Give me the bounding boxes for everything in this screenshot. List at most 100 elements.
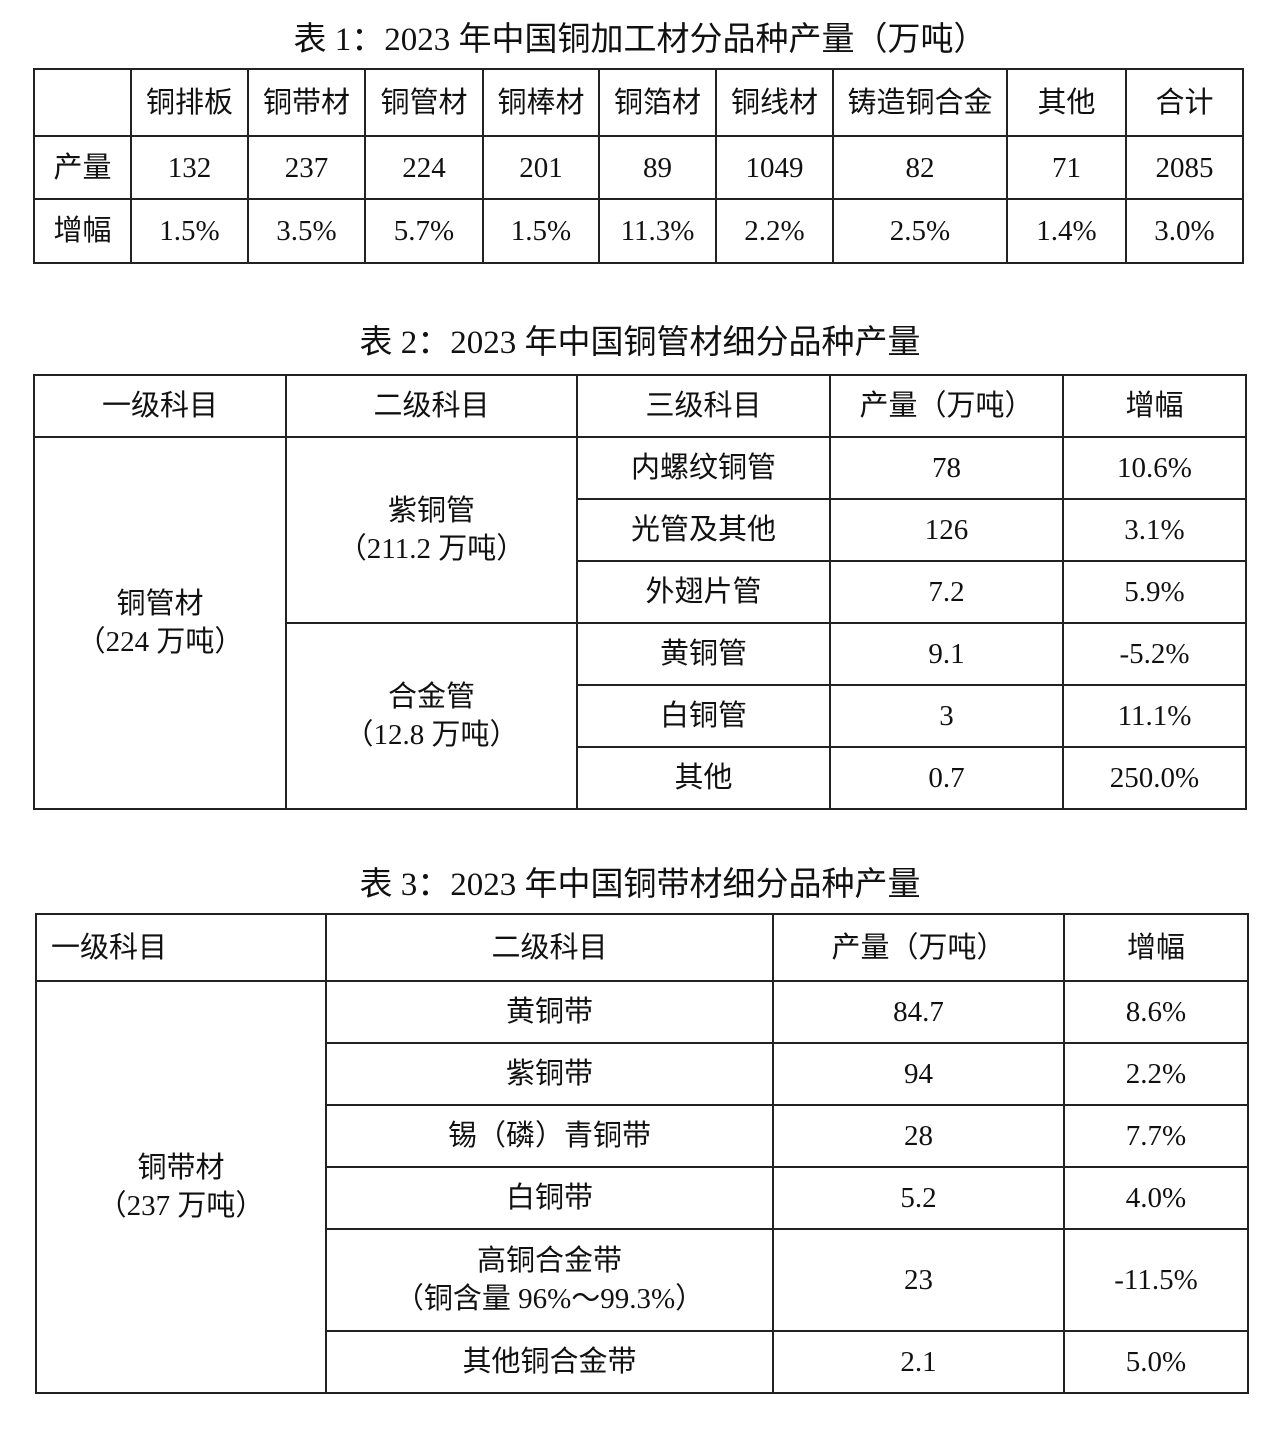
level2-cell: 锡（磷）青铜带 [325, 1104, 774, 1168]
table2-title: 表 2：2023 年中国铜管材细分品种产量 [359, 325, 921, 361]
table-row: 增幅 1.5% 3.5% 5.7% 1.5% 11.3% 2.2% 2.5% 1.4% 3.0% [33, 198, 1244, 264]
cell-text: 铜管材 [116, 588, 204, 620]
table-cell: 5.0% [1063, 1330, 1249, 1394]
table-cell: 5.2 [772, 1166, 1065, 1230]
table-cell: 237 [247, 135, 366, 200]
table-cell: 82 [832, 135, 1008, 200]
table-cell: 4.0% [1063, 1166, 1249, 1230]
row-label: 产量 [33, 135, 132, 200]
table-row: 光管及其他 126 3.1% [34, 498, 1247, 562]
table-cell: 5.7% [364, 198, 484, 264]
table-cell: 2.5% [832, 198, 1008, 264]
table-cell: 8.6% [1063, 980, 1249, 1044]
table-row: 高铜合金带 （铜含量 96%～99.3%） 23 -11.5% [36, 1228, 1249, 1332]
table-cell: 内螺纹铜管 [576, 436, 831, 500]
level2-cell: 合金管 （12.8 万吨） [285, 622, 578, 810]
column-header [33, 68, 132, 137]
table-cell: -11.5% [1063, 1228, 1249, 1332]
table-cell: 132 [130, 135, 249, 200]
row-label: 增幅 [33, 198, 132, 264]
table-cell: 94 [772, 1042, 1065, 1106]
column-header: 合计 [1125, 68, 1244, 137]
cell-text: 紫铜管 [387, 495, 475, 527]
level2-cell: 其他铜合金带 [325, 1330, 774, 1394]
table-cell: 11.3% [598, 198, 717, 264]
table-cell: 84.7 [772, 980, 1065, 1044]
level2-cell: 白铜带 [325, 1166, 774, 1230]
level2-cell: 紫铜管 （211.2 万吨） [285, 436, 578, 624]
table-cell: 3.0% [1125, 198, 1244, 264]
column-header: 增幅 [1062, 374, 1247, 438]
cell-subtext: （211.2 万吨） [337, 533, 526, 565]
table-cell: 1.4% [1006, 198, 1127, 264]
column-header: 铜带材 [247, 68, 366, 137]
level1-cell: 铜管材 （224 万吨） [33, 436, 287, 810]
column-header: 铜棒材 [482, 68, 600, 137]
cell-text: 合金管 [387, 681, 475, 713]
table-cell: 201 [482, 135, 600, 200]
table-row: 白铜带 5.2 4.0% [36, 1166, 1249, 1230]
table-cell: 0.7 [829, 746, 1064, 810]
cell-subtext: （237 万吨） [97, 1190, 265, 1222]
table-cell: 7.2 [829, 560, 1064, 624]
table-cell: 2.1 [772, 1330, 1065, 1394]
table-cell: 1049 [715, 135, 834, 200]
table3-title: 表 3：2023 年中国铜带材细分品种产量 [359, 867, 921, 903]
column-header: 铜管材 [364, 68, 484, 137]
column-header: 其他 [1006, 68, 1127, 137]
cell-subtext: （铜含量 96%～99.3%） [394, 1283, 705, 1315]
table-row: 紫铜带 94 2.2% [36, 1042, 1249, 1106]
table-cell: 71 [1006, 135, 1127, 200]
table-cell: 2085 [1125, 135, 1244, 200]
table-cell: 250.0% [1062, 746, 1247, 810]
column-header: 产量（万吨） [772, 913, 1065, 982]
table-cell: 126 [829, 498, 1064, 562]
table-cell: 28 [772, 1104, 1065, 1168]
table-row: 其他 0.7 250.0% [34, 746, 1247, 810]
cell-text: 高铜合金带 [476, 1245, 622, 1277]
cell-subtext: （12.8 万吨） [344, 719, 519, 751]
column-header: 增幅 [1063, 913, 1249, 982]
level1-cell: 铜带材 （237 万吨） [35, 980, 327, 1394]
table-cell: 3 [829, 684, 1064, 748]
header-row: 一级科目 二级科目 三级科目 产量（万吨） 增幅 [33, 374, 1247, 438]
table-row: 其他铜合金带 2.1 5.0% [36, 1330, 1249, 1394]
table-cell: 23 [772, 1228, 1065, 1332]
table-row: 铜管材 （224 万吨） 紫铜管 （211.2 万吨） 内螺纹铜管 78 10.6% [33, 436, 1247, 810]
header-row: 铜排板 铜带材 铜管材 铜棒材 铜箔材 铜线材 铸造铜合金 其他 合计 [33, 68, 1244, 137]
column-header: 一级科目 [33, 374, 287, 438]
table-row: 外翅片管 7.2 5.9% [34, 560, 1247, 624]
table-cell: 11.1% [1062, 684, 1247, 748]
table1-title: 表 1：2023 年中国铜加工材分品种产量（万吨） [293, 22, 987, 58]
cell-subtext: （224 万吨） [76, 626, 244, 658]
column-header: 铜排板 [130, 68, 249, 137]
table-row: 锡（磷）青铜带 28 7.7% [36, 1104, 1249, 1168]
table-cell: 白铜管 [576, 684, 831, 748]
header-row: 一级科目 二级科目 产量（万吨） 增幅 [35, 913, 1249, 982]
table-row: 铜带材 （237 万吨） 黄铜带 84.7 8.6% [35, 980, 1249, 1394]
level2-cell: 黄铜带 [325, 980, 774, 1044]
table-cell: 78 [829, 436, 1064, 500]
table-cell: -5.2% [1062, 622, 1247, 686]
column-header: 铜线材 [715, 68, 834, 137]
table3: 一级科目 二级科目 产量（万吨） 增幅 铜带材 （237 万吨） 黄铜带 84.7 8.6% 紫铜… [35, 913, 1249, 1394]
table-cell: 3.5% [247, 198, 366, 264]
table-cell: 9.1 [829, 622, 1064, 686]
table-cell: 光管及其他 [576, 498, 831, 562]
table-row: 白铜管 3 11.1% [34, 684, 1247, 748]
table-cell: 1.5% [130, 198, 249, 264]
table-cell: 7.7% [1063, 1104, 1249, 1168]
column-header: 一级科目 [35, 913, 327, 982]
table-cell: 2.2% [715, 198, 834, 264]
table-cell: 3.1% [1062, 498, 1247, 562]
column-header: 铜箔材 [598, 68, 717, 137]
table1: 铜排板 铜带材 铜管材 铜棒材 铜箔材 铜线材 铸造铜合金 其他 合计 产量 132 237 224 20… [33, 68, 1244, 264]
level2-cell: 高铜合金带 （铜含量 96%～99.3%） [325, 1228, 774, 1332]
column-header: 二级科目 [285, 374, 578, 438]
table-cell: 10.6% [1062, 436, 1247, 500]
column-header: 三级科目 [576, 374, 831, 438]
table-cell: 224 [364, 135, 484, 200]
table-row: 产量 132 237 224 201 89 1049 82 71 2085 [33, 135, 1244, 200]
table2: 一级科目 二级科目 三级科目 产量（万吨） 增幅铜管材 （224 万吨） 紫铜管 （211.2… [33, 374, 1247, 810]
table-cell: 1.5% [482, 198, 600, 264]
